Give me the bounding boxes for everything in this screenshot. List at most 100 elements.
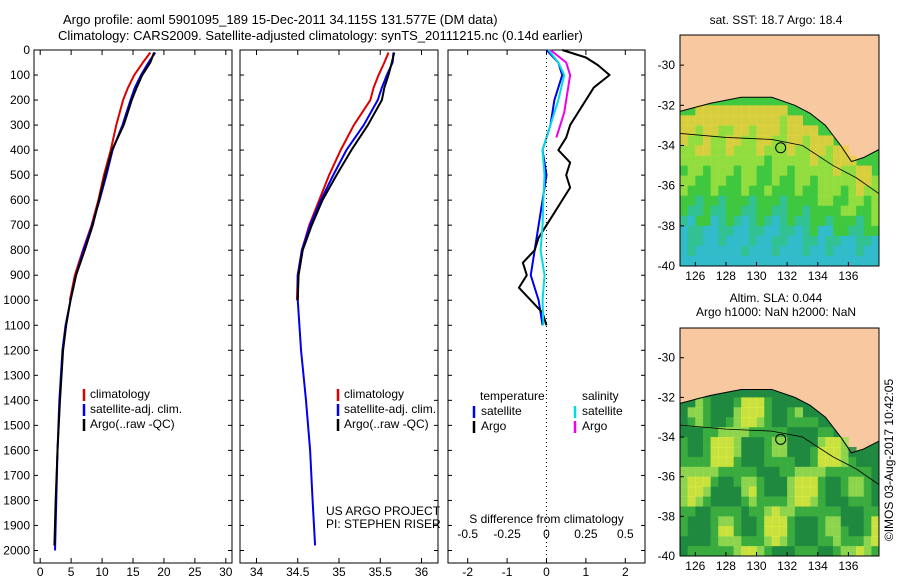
map-cell: [702, 516, 712, 527]
map-cell: [695, 536, 704, 547]
map-cell: [863, 235, 872, 247]
map-cell: [833, 205, 842, 217]
map-cell: [718, 115, 727, 126]
map-cell: [848, 496, 857, 507]
map-cell: [733, 476, 742, 488]
map-cell: [725, 486, 735, 498]
map-cell: [748, 417, 758, 428]
x-tick-label: 10: [95, 565, 109, 579]
map-cell: [710, 476, 719, 488]
map-cell: [702, 105, 712, 116]
map-cell: [810, 486, 819, 498]
map-cell: [779, 195, 788, 207]
y-tick-label: 1000: [3, 293, 30, 307]
map-cell: [733, 546, 742, 557]
map-cell: [810, 536, 819, 547]
map-cell: [764, 245, 773, 257]
map-cell: [741, 516, 750, 527]
map-cell: [833, 215, 842, 227]
map-cell: [802, 466, 811, 478]
map-cell: [725, 205, 735, 217]
series-line-difference-3: [549, 49, 572, 138]
x-tick-label: 0: [543, 565, 550, 579]
map-cell: [833, 536, 842, 547]
map-cell: [848, 225, 857, 237]
map-cell: [748, 546, 758, 557]
map-cell: [680, 526, 689, 537]
map-cell: [787, 195, 796, 207]
map-cell: [779, 407, 788, 418]
map-cell: [779, 215, 788, 227]
map-cell: [794, 115, 803, 126]
map-cell: [725, 476, 735, 488]
map-cell: [741, 145, 750, 157]
map-cell: [710, 165, 719, 177]
map-cell: [848, 185, 857, 197]
map-cell: [680, 185, 689, 197]
map-cell: [810, 165, 819, 177]
map-cell: [695, 155, 704, 167]
map-cell: [833, 165, 842, 177]
map-cell: [756, 437, 765, 448]
map-cell: [695, 427, 704, 438]
depth-contour: [679, 424, 880, 485]
map-cell: [771, 427, 780, 438]
map-cell: [833, 456, 842, 468]
map-cell: [787, 165, 796, 177]
map-cell: [871, 496, 880, 507]
map-cell: [756, 155, 765, 167]
map-cell: [710, 185, 719, 197]
map-cell: [817, 546, 826, 557]
map-cell: [802, 456, 811, 468]
map-cell: [810, 255, 819, 267]
map-cell: [733, 496, 742, 507]
map-cell: [725, 526, 735, 537]
map-cell: [741, 446, 750, 458]
map-y-tick-label: -34: [658, 138, 676, 152]
map-cell: [817, 516, 826, 527]
map-cell: [748, 175, 758, 187]
map-cell: [680, 215, 689, 227]
map-cell: [787, 456, 796, 468]
map-cell: [810, 175, 819, 187]
map-cell: [725, 155, 735, 167]
map-cell: [687, 165, 696, 177]
map-cell: [680, 245, 689, 257]
map-cell: [833, 245, 842, 257]
map-cell: [680, 446, 689, 458]
map-cell: [741, 536, 750, 547]
map-cell: [733, 427, 742, 438]
map-cell: [741, 397, 750, 408]
map-cell: [817, 225, 826, 237]
map-cell: [748, 165, 758, 177]
map-cell: [764, 546, 773, 557]
map-cell: [848, 456, 857, 468]
map-cell: [702, 155, 712, 167]
map-cell: [825, 516, 834, 527]
map-cell: [680, 255, 689, 267]
plot-frame-salinity: [239, 49, 439, 564]
map-cell: [825, 466, 834, 478]
map-cell: [863, 205, 872, 217]
x-tick-label: 0: [37, 565, 44, 579]
map-cell: [764, 516, 773, 527]
map-y-tick-label: -30: [658, 58, 676, 72]
x-tick-label: 30: [219, 565, 233, 579]
map-cell: [702, 476, 712, 488]
map-cell: [802, 417, 811, 428]
map-cell: [771, 407, 780, 418]
map-cell: [718, 255, 727, 267]
map-cell: [848, 486, 857, 498]
map-cell: [748, 456, 758, 468]
map-cell: [840, 245, 849, 257]
map-cell: [771, 417, 780, 428]
map-cell: [718, 437, 727, 448]
map-cell: [764, 225, 773, 237]
map-cell: [794, 255, 803, 267]
map-cell: [725, 546, 735, 557]
map-cell: [733, 155, 742, 167]
map-cell: [756, 185, 765, 197]
x-tick-label: -2: [462, 565, 473, 579]
map-cell: [710, 105, 719, 116]
map-cell: [733, 486, 742, 498]
